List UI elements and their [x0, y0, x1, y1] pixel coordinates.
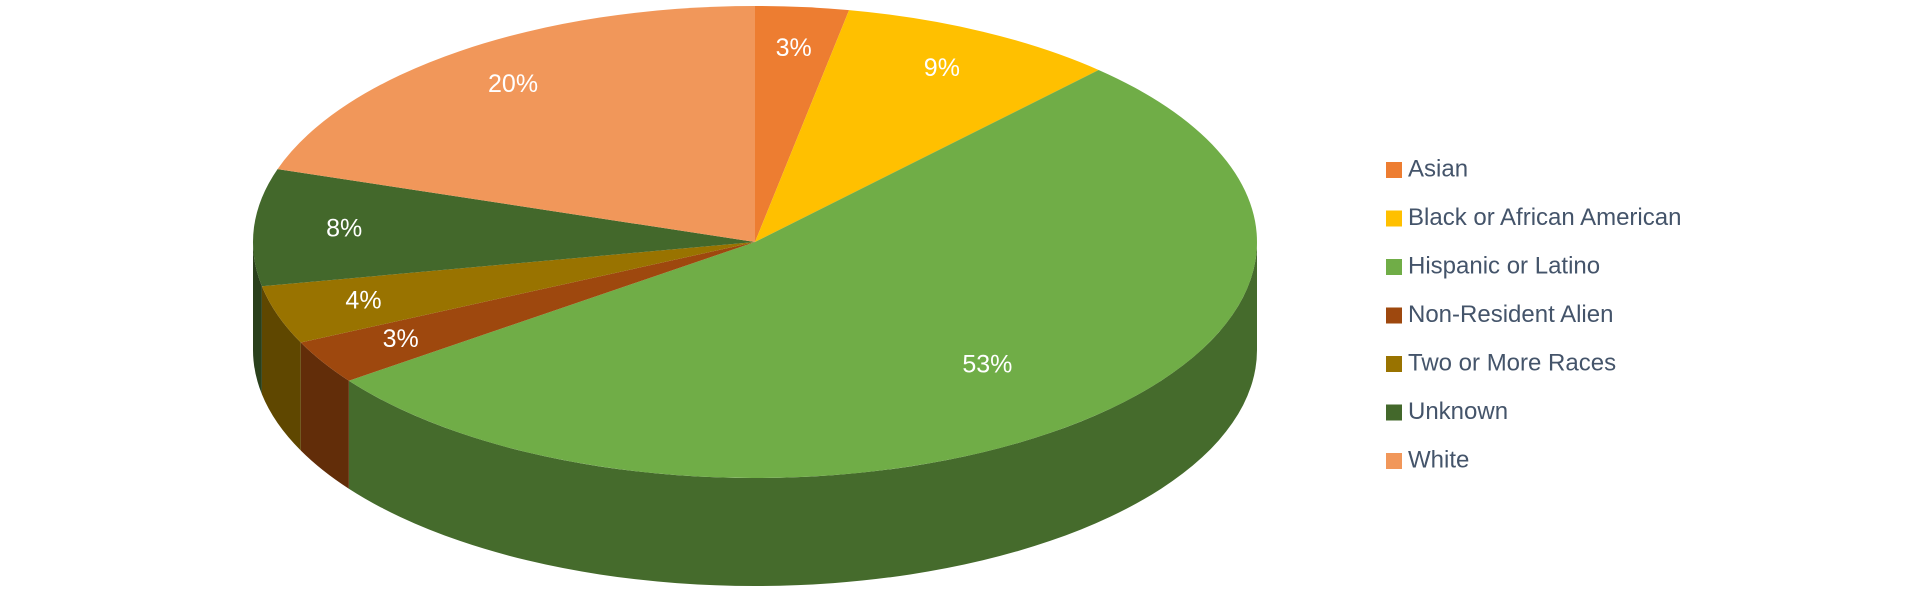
data-label: 20% [488, 70, 538, 98]
slice-side [348, 242, 1257, 587]
legend-label: Unknown [1408, 398, 1508, 425]
legend-swatch [1386, 210, 1402, 227]
data-label: 53% [962, 351, 1012, 379]
legend-swatch [1386, 307, 1402, 324]
data-label: 3% [776, 34, 812, 62]
pie: 3%9%53%3%4%8%20% [253, 6, 1257, 587]
slice [755, 10, 1099, 243]
legend: Asian Black or African American Hispanic o… [1386, 155, 1681, 473]
data-label: 3% [383, 325, 419, 353]
legend-swatch [1386, 404, 1402, 421]
data-label: 8% [326, 214, 362, 242]
legend-label: Hispanic or Latino [1408, 252, 1600, 279]
legend-label: Black or African American [1408, 204, 1681, 231]
slice [755, 6, 850, 242]
data-label: 9% [924, 54, 960, 82]
legend-label: Asian [1408, 155, 1468, 182]
legend-label: White [1408, 446, 1469, 473]
legend-label: Two or More Races [1408, 349, 1616, 376]
slice-side [253, 242, 262, 395]
legend-swatch [1386, 356, 1402, 372]
slice [348, 69, 1257, 478]
slice [300, 242, 755, 381]
slice-side [300, 342, 349, 489]
legend-swatch [1386, 453, 1402, 469]
slice [253, 169, 756, 287]
data-label: 4% [345, 286, 381, 314]
slice [277, 6, 755, 242]
legend-label: Non-Resident Alien [1408, 301, 1613, 328]
legend-swatch [1386, 162, 1402, 178]
slice-side [261, 286, 301, 451]
slice [261, 242, 755, 343]
legend-swatch [1386, 259, 1402, 275]
